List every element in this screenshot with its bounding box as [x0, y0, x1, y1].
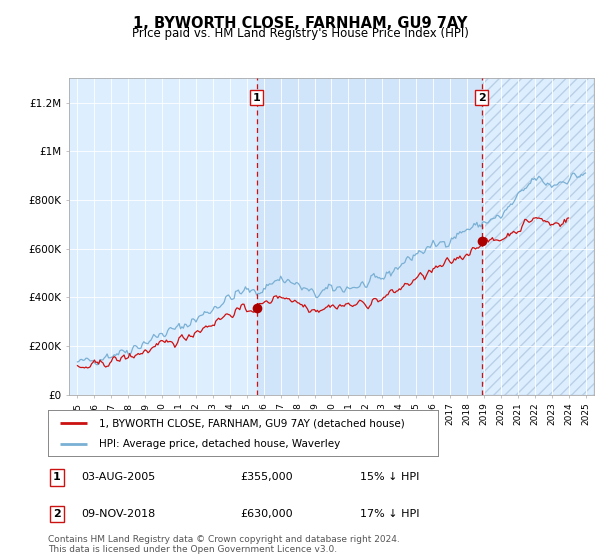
Text: Contains HM Land Registry data © Crown copyright and database right 2024.
This d: Contains HM Land Registry data © Crown c…	[48, 535, 400, 554]
Text: 1: 1	[253, 92, 260, 102]
Text: 1: 1	[53, 473, 61, 482]
Text: HPI: Average price, detached house, Waverley: HPI: Average price, detached house, Wave…	[98, 438, 340, 449]
Text: 2: 2	[53, 509, 61, 519]
Text: 2: 2	[478, 92, 485, 102]
Text: 1, BYWORTH CLOSE, FARNHAM, GU9 7AY: 1, BYWORTH CLOSE, FARNHAM, GU9 7AY	[133, 16, 467, 31]
Text: £630,000: £630,000	[240, 509, 293, 519]
Text: 17% ↓ HPI: 17% ↓ HPI	[360, 509, 419, 519]
Text: 09-NOV-2018: 09-NOV-2018	[81, 509, 155, 519]
Text: 1, BYWORTH CLOSE, FARNHAM, GU9 7AY (detached house): 1, BYWORTH CLOSE, FARNHAM, GU9 7AY (deta…	[98, 418, 404, 428]
Text: 15% ↓ HPI: 15% ↓ HPI	[360, 473, 419, 482]
Text: £355,000: £355,000	[240, 473, 293, 482]
Text: Price paid vs. HM Land Registry's House Price Index (HPI): Price paid vs. HM Land Registry's House …	[131, 27, 469, 40]
Bar	[257, 78, 482, 395]
Bar	[482, 78, 594, 395]
Text: 03-AUG-2005: 03-AUG-2005	[81, 473, 155, 482]
